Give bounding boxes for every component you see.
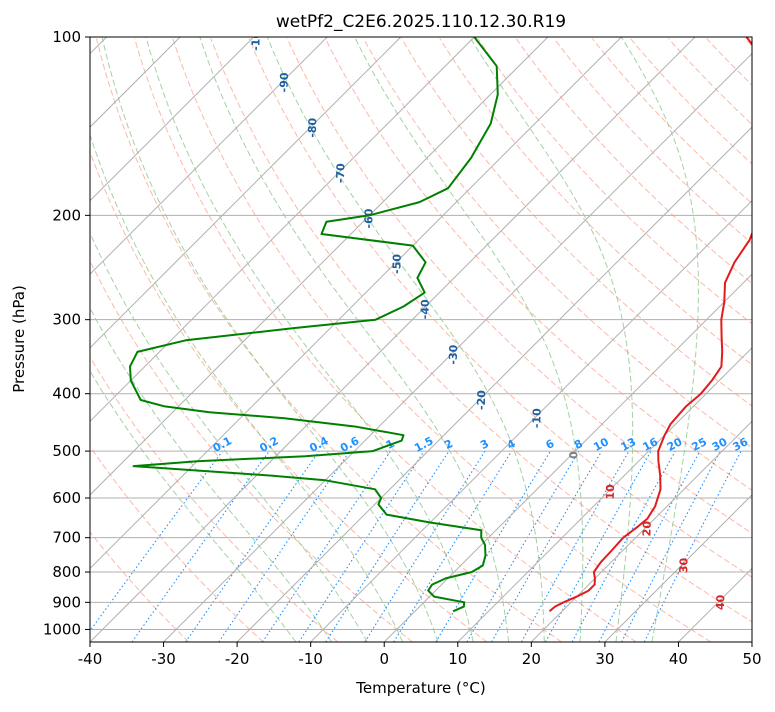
y-tick-label: 400 [52, 385, 81, 403]
isotherm-label: -90 [278, 72, 292, 93]
x-tick-label: 0 [379, 650, 389, 668]
x-axis-label: Temperature (°C) [355, 679, 485, 697]
isotherm-label: -70 [334, 163, 348, 184]
y-tick-label: 300 [52, 311, 81, 329]
isotherm-label: 0 [567, 451, 580, 459]
x-tick-label: 40 [669, 650, 688, 668]
y-tick-label: 100 [52, 28, 81, 46]
x-tick-label: 20 [522, 650, 541, 668]
chart-title: wetPf2_C2E6.2025.110.12.30.R19 [276, 12, 566, 32]
isotherm-label: -10 [530, 408, 544, 429]
y-tick-label: 500 [52, 442, 81, 460]
y-tick-label: 600 [52, 489, 81, 507]
isotherm-label: -80 [306, 117, 320, 138]
isotherm-label: 30 [677, 557, 690, 573]
isotherm-label: -40 [418, 299, 432, 320]
isotherm-label: -20 [475, 390, 489, 411]
y-tick-label: 200 [52, 206, 81, 224]
y-tick-label: 800 [52, 563, 81, 581]
x-tick-label: -40 [78, 650, 103, 668]
x-tick-label: -30 [151, 650, 176, 668]
y-tick-label: 900 [52, 593, 81, 611]
y-tick-label: 1000 [43, 620, 81, 638]
x-tick-label: -10 [298, 650, 323, 668]
x-tick-label: 10 [448, 650, 467, 668]
x-tick-label: -20 [225, 650, 250, 668]
y-axis-label: Pressure (hPa) [10, 285, 28, 393]
x-tick-label: 50 [742, 650, 761, 668]
isotherm-label: -50 [390, 253, 404, 274]
isotherm-label: -60 [362, 208, 376, 229]
isotherm-label: -30 [447, 344, 461, 365]
y-tick-label: 700 [52, 529, 81, 547]
isotherm-label: 10 [604, 484, 617, 500]
x-tick-label: 30 [595, 650, 614, 668]
isotherm-label: 40 [714, 594, 727, 610]
